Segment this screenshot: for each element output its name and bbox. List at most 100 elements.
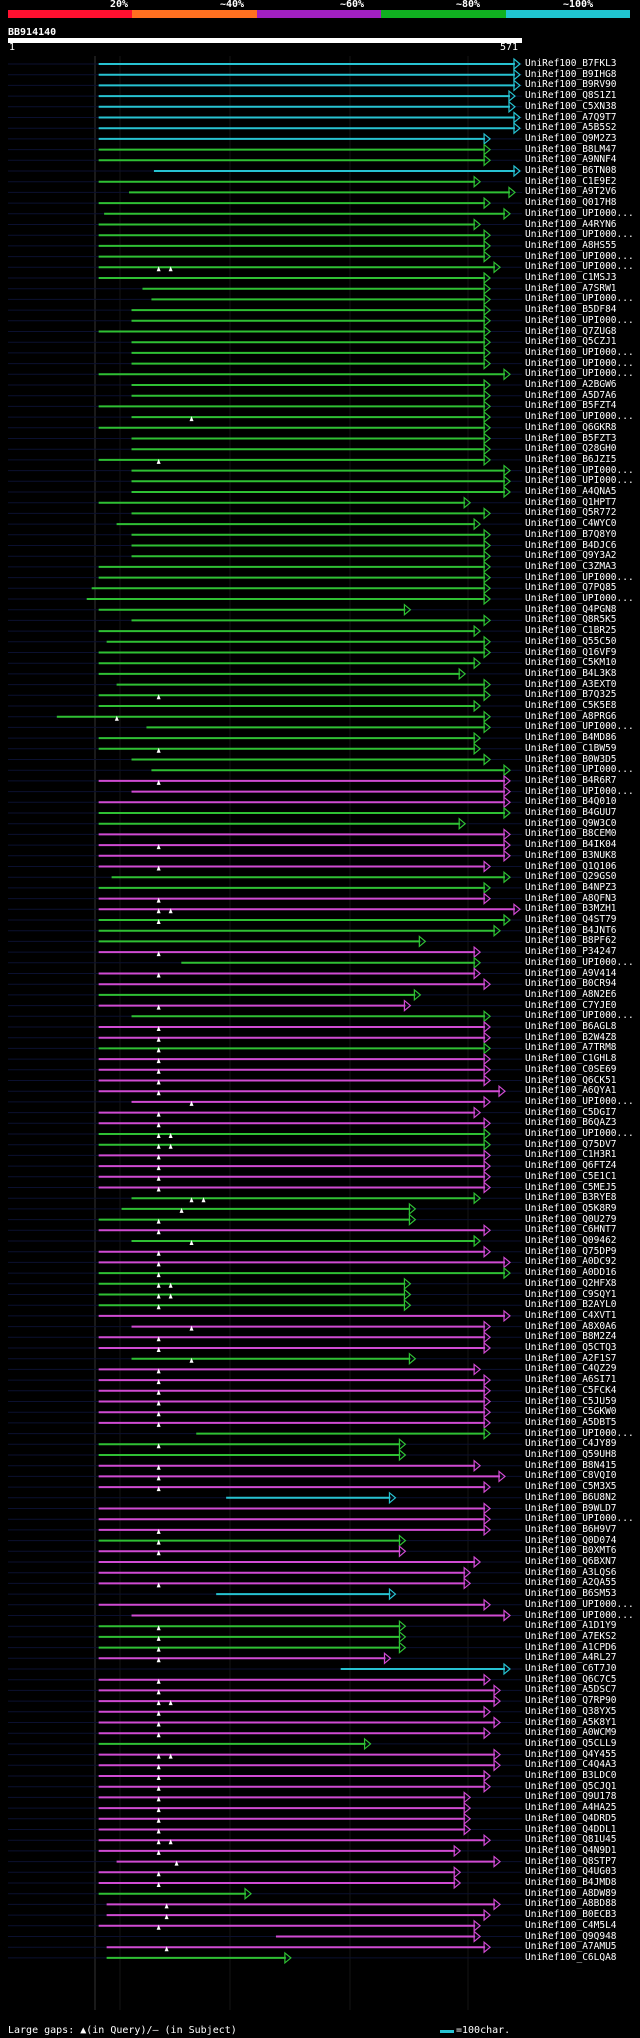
hit-label[interactable]: UniRef100_B4JNT6 — [525, 924, 617, 936]
hit-label[interactable]: UniRef100_A8QFN3 — [525, 892, 617, 904]
hit-label[interactable]: UniRef100_A8BD88 — [525, 1898, 617, 1910]
hit-label[interactable]: UniRef100_UPI000... — [525, 1609, 634, 1621]
hit-label[interactable]: UniRef100_Q8R5K5 — [525, 614, 617, 626]
hit-label[interactable]: UniRef100_Q4DDL1 — [525, 1823, 617, 1835]
hit-label[interactable]: UniRef100_Q9Y3A2 — [525, 550, 617, 562]
hit-label[interactable]: UniRef100_Q59UH8 — [525, 1449, 617, 1460]
hit-label[interactable]: UniRef100_Q7RP90 — [525, 1695, 617, 1707]
hit-label[interactable]: UniRef100_B2W4Z8 — [525, 1031, 617, 1043]
hit-label[interactable]: UniRef100_C1BW59 — [525, 742, 617, 754]
hit-label[interactable]: UniRef100_C6LQA8 — [525, 1951, 617, 1963]
hit-label[interactable]: UniRef100_A1D1Y9 — [525, 1620, 617, 1632]
hit-label[interactable]: UniRef100_Q1HPT7 — [525, 496, 617, 508]
hit-label[interactable]: UniRef100_B4R6R7 — [525, 774, 617, 786]
hit-label[interactable]: UniRef100_B4Q010 — [525, 796, 617, 808]
hit-label[interactable]: UniRef100_C1E9E2 — [525, 175, 617, 187]
hit-label[interactable]: UniRef100_B8M2Z4 — [525, 1331, 617, 1343]
hit-label[interactable]: UniRef100_B4IK04 — [525, 839, 617, 851]
hit-label[interactable]: UniRef100_C5FCK4 — [525, 1384, 617, 1396]
hit-label[interactable]: UniRef100_UPI000... — [525, 475, 634, 487]
hit-label[interactable]: UniRef100_B4L3K8 — [525, 667, 617, 679]
hit-label[interactable]: UniRef100_A3LQS6 — [525, 1566, 617, 1578]
hit-label[interactable]: UniRef100_B7Q8Y0 — [525, 528, 617, 540]
hit-label[interactable]: UniRef100_A9V414 — [525, 967, 617, 979]
hit-label[interactable]: UniRef100_UPI000... — [525, 411, 634, 423]
hit-label[interactable]: UniRef100_C5E1C1 — [525, 1170, 617, 1182]
hit-label[interactable]: UniRef100_UPI000... — [525, 1128, 634, 1139]
hit-label[interactable]: UniRef100_A5DSC7 — [525, 1684, 617, 1696]
hit-label[interactable]: UniRef100_B3NUK8 — [525, 849, 617, 861]
hit-label[interactable]: UniRef100_B0CR94 — [525, 978, 617, 990]
hit-label[interactable]: UniRef100_C4M5L4 — [525, 1919, 617, 1931]
hit-label[interactable]: UniRef100_C5M3X5 — [525, 1481, 617, 1493]
hit-label[interactable]: UniRef100_A7AMU5 — [525, 1941, 617, 1953]
hit-label[interactable]: UniRef100_Q6BXN7 — [525, 1556, 617, 1567]
hit-label[interactable]: UniRef100_Q4ST79 — [525, 914, 617, 925]
hit-label[interactable]: UniRef100_B7FKL3 — [525, 58, 617, 69]
hit-label[interactable]: UniRef100_Q7ZUG8 — [525, 325, 617, 337]
hit-label[interactable]: UniRef100_Q6FTZ4 — [525, 1160, 617, 1172]
hit-label[interactable]: UniRef100_B3MZH1 — [525, 903, 617, 915]
hit-label[interactable]: UniRef100_B4MD86 — [525, 732, 617, 744]
hit-label[interactable]: UniRef100_B4JMD8 — [525, 1877, 617, 1888]
hit-label[interactable]: UniRef100_Q0U279 — [525, 1213, 617, 1225]
hit-label[interactable]: UniRef100_C4XVT1 — [525, 1309, 617, 1321]
hit-label[interactable]: UniRef100_B0XMT6 — [525, 1545, 617, 1557]
hit-label[interactable]: UniRef100_Q5CJQ1 — [525, 1780, 617, 1792]
hit-label[interactable]: UniRef100_Q16VF9 — [525, 646, 617, 658]
hit-label[interactable]: UniRef100_Q8STP7 — [525, 1855, 617, 1867]
hit-label[interactable]: UniRef100_UPI000... — [525, 1598, 634, 1610]
hit-label[interactable]: UniRef100_B9RV90 — [525, 79, 617, 91]
hit-label[interactable]: UniRef100_C1GHL8 — [525, 1053, 617, 1065]
hit-label[interactable]: UniRef100_UPI000... — [525, 464, 634, 476]
hit-label[interactable]: UniRef100_Q5R772 — [525, 507, 617, 519]
hit-label[interactable]: UniRef100_UPI000... — [525, 250, 634, 262]
hit-label[interactable]: UniRef100_A3EXT0 — [525, 678, 617, 690]
hit-label[interactable]: UniRef100_B4GUU7 — [525, 807, 617, 818]
hit-label[interactable]: UniRef100_B0W3D5 — [525, 753, 617, 765]
hit-label[interactable]: UniRef100_A2F1S7 — [525, 1352, 617, 1364]
hit-label[interactable]: UniRef100_A2QA55 — [525, 1577, 617, 1589]
hit-label[interactable]: UniRef100_Q6CK51 — [525, 1074, 617, 1086]
hit-label[interactable]: UniRef100_Q81U45 — [525, 1834, 617, 1846]
hit-label[interactable]: UniRef100_A5B5S2 — [525, 122, 617, 134]
hit-label[interactable]: UniRef100_Q017H8 — [525, 197, 617, 209]
hit-label[interactable]: UniRef100_A1CPD6 — [525, 1641, 617, 1653]
hit-label[interactable]: UniRef100_A0WCM9 — [525, 1727, 617, 1739]
hit-label[interactable]: UniRef100_UPI000... — [525, 293, 634, 305]
hit-label[interactable]: UniRef100_Q9W3C0 — [525, 817, 617, 829]
hit-label[interactable]: UniRef100_Q5K8R9 — [525, 1202, 617, 1214]
hit-label[interactable]: UniRef100_B6H9V7 — [525, 1523, 617, 1535]
hit-label[interactable]: UniRef100_B6U8N2 — [525, 1491, 617, 1503]
hit-label[interactable]: UniRef100_Q2HFX8 — [525, 1277, 617, 1289]
hit-label[interactable]: UniRef100_B6QAZ3 — [525, 1117, 617, 1129]
hit-label[interactable]: UniRef100_C1BR25 — [525, 625, 617, 637]
hit-label[interactable]: UniRef100_Q09462 — [525, 1235, 617, 1246]
hit-label[interactable]: UniRef100_A0DC92 — [525, 1256, 617, 1268]
hit-label[interactable]: UniRef100_C6T7J0 — [525, 1663, 617, 1674]
hit-label[interactable]: UniRef100_A8PRG6 — [525, 710, 617, 722]
hit-label[interactable]: UniRef100_B4NPZ3 — [525, 881, 617, 893]
hit-label[interactable]: UniRef100_A7SRW1 — [525, 282, 617, 294]
hit-label[interactable]: UniRef100_Q38YX5 — [525, 1705, 617, 1717]
hit-label[interactable]: UniRef100_B2AYL0 — [525, 1299, 617, 1311]
hit-label[interactable]: UniRef100_A6SI71 — [525, 1374, 617, 1386]
hit-label[interactable]: UniRef100_C4WYC0 — [525, 518, 617, 530]
hit-label[interactable]: UniRef100_C4Q4A3 — [525, 1759, 617, 1771]
hit-label[interactable]: UniRef100_B3LDC0 — [525, 1770, 617, 1781]
hit-label[interactable]: UniRef100_Q8S1Z1 — [525, 90, 617, 102]
hit-label[interactable]: UniRef100_B9IHG8 — [525, 68, 617, 80]
hit-label[interactable]: UniRef100_Q7PQ85 — [525, 582, 617, 594]
hit-label[interactable]: UniRef100_C5GKW0 — [525, 1406, 617, 1418]
hit-label[interactable]: UniRef100_A7EKS2 — [525, 1630, 617, 1642]
hit-label[interactable]: UniRef100_B8CEM0 — [525, 828, 617, 840]
hit-label[interactable]: UniRef100_A6QYA1 — [525, 1085, 617, 1097]
hit-label[interactable]: UniRef100_C5JU59 — [525, 1395, 617, 1407]
hit-label[interactable]: UniRef100_Q6GKR8 — [525, 421, 617, 433]
hit-label[interactable]: UniRef100_Q75DP9 — [525, 1245, 617, 1257]
hit-label[interactable]: UniRef100_B7Q325 — [525, 689, 617, 701]
hit-label[interactable]: UniRef100_Q29GS0 — [525, 871, 617, 883]
hit-label[interactable]: UniRef100_B5FZT4 — [525, 400, 617, 412]
hit-label[interactable]: UniRef100_A7Q9T7 — [525, 111, 617, 123]
hit-label[interactable]: UniRef100_UPI000... — [525, 721, 634, 733]
